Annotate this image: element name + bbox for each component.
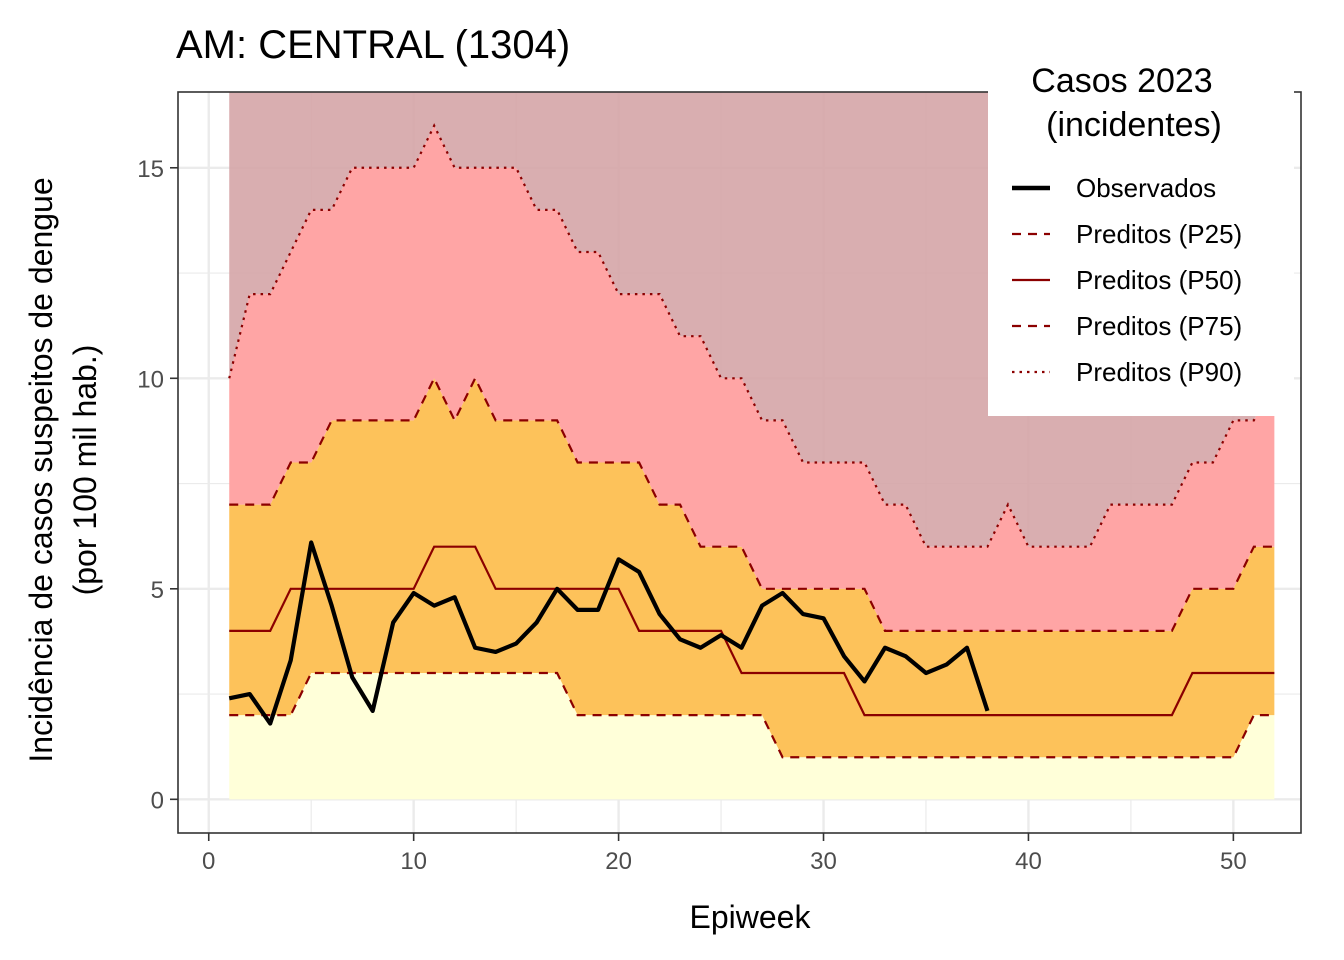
plot-panel-border (177, 91, 1302, 834)
legend-label-p90: Preditos (P90) (1076, 357, 1242, 387)
y-tick-label: 15 (137, 156, 164, 183)
legend-title-line1: Casos 2023 (1031, 62, 1212, 100)
legend-label-p75: Preditos (P75) (1076, 311, 1242, 341)
legend: Casos 2023 (incidentes) Observados Predit… (988, 62, 1294, 416)
series-line-p75 (229, 375, 1275, 633)
series-line-observed (228, 540, 990, 726)
legend-label-p50: Preditos (P50) (1076, 265, 1242, 295)
band-p75-p90 (229, 125, 1275, 631)
series-line-p50 (229, 545, 1275, 717)
y-axis-title-line1: Incidência de casos suspeitos de dengue (23, 177, 59, 762)
legend-label-p25: Preditos (P25) (1076, 219, 1242, 249)
band-below-p25 (229, 673, 1275, 800)
x-tick-label: 0 (202, 848, 215, 875)
legend-label-observed: Observados (1076, 173, 1216, 203)
x-tick-label: 30 (810, 848, 837, 875)
y-tick-label: 5 (151, 577, 164, 604)
y-tick-label: 0 (151, 787, 164, 814)
x-tick-label: 10 (400, 848, 427, 875)
legend-background (988, 62, 1294, 416)
series-line-p25 (229, 671, 1275, 759)
legend-entries: Observados Preditos (P25) Preditos (P50) Pr… (1012, 173, 1242, 387)
y-axis-title: Incidência de casos suspeitos de dengue … (23, 177, 103, 762)
y-axis: 0 5 10 15 (137, 156, 178, 814)
x-axis: 0 10 20 30 40 50 (202, 833, 1247, 875)
legend-title-line2: (incidentes) (1046, 106, 1222, 144)
chart-title: AM: CENTRAL (1304) (176, 23, 570, 67)
observed-series (228, 540, 990, 726)
y-tick-label: 10 (137, 366, 164, 393)
band-p25-p75 (229, 378, 1275, 758)
y-axis-title-line2: (por 100 mil hab.) (67, 345, 103, 596)
quantile-lines (228, 123, 1276, 759)
x-axis-title: Epiweek (690, 899, 812, 935)
x-tick-label: 20 (605, 848, 632, 875)
x-tick-label: 40 (1015, 848, 1042, 875)
x-tick-label: 50 (1220, 848, 1247, 875)
